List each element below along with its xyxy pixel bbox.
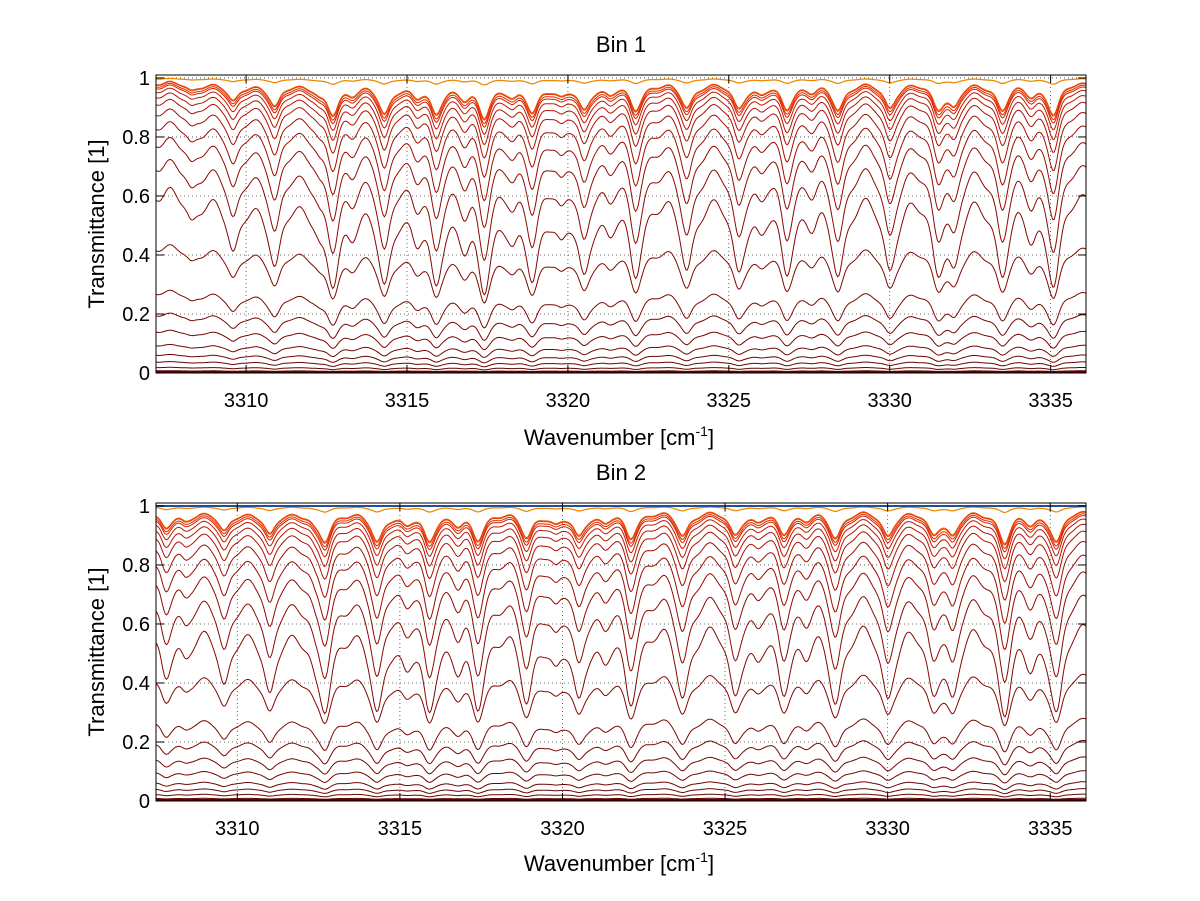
y-axis-label: Transmittance [1]: [84, 139, 109, 308]
transmittance-series-line: [155, 623, 1087, 718]
transmittance-series-line: [155, 289, 1087, 329]
transmittance-series-line: [155, 78, 1087, 86]
transmittance-series-line: [155, 571, 1087, 651]
x-tick-label: 3330: [865, 818, 910, 840]
transmittance-series-line: [155, 354, 1087, 364]
y-tick-label: 0.8: [122, 555, 150, 577]
y-tick-label: 0.4: [122, 673, 150, 695]
transmittance-series-line: [155, 793, 1087, 798]
plot-frame: [155, 74, 1087, 374]
x-tick-label: 3320: [540, 818, 585, 840]
transmittance-series-line: [155, 81, 1087, 121]
y-tick-label: 0: [139, 363, 150, 385]
transmittance-series-line: [155, 84, 1087, 128]
transmittance-series-line: [155, 717, 1087, 753]
tick-marks: 3310 3315 3320 3325 3330 3335 0 0.2 0.4 0.6 0.8 1: [122, 68, 1086, 412]
x-tick-label: 3310: [224, 390, 269, 412]
transmittance-series-line: [155, 756, 1087, 776]
transmittance-series-line: [155, 82, 1087, 125]
transmittance-series-line: [155, 312, 1087, 341]
transmittance-series-line: [155, 108, 1087, 178]
plot-frame: [155, 502, 1087, 802]
x-tick-label: 3315: [378, 818, 423, 840]
y-tick-label: 0.4: [122, 245, 150, 267]
transmittance-series-line: [155, 329, 1087, 351]
y-tick-label: 0.8: [122, 127, 150, 149]
transmittance-series-line: [155, 513, 1087, 550]
chart-panel-bin-1: Bin 1 Transmittance [1] Wavenumber [cm-1…: [84, 32, 1087, 450]
transmittance-series-line: [155, 523, 1087, 570]
x-tick-label: 3310: [215, 818, 260, 840]
x-axis-label: Wavenumber [cm-1]: [524, 423, 714, 450]
transmittance-series-line: [155, 361, 1087, 368]
transmittance-series-line: [155, 788, 1087, 795]
y-axis-label: Transmittance [1]: [84, 567, 109, 736]
tick-marks: 3310 3315 3320 3325 3330 3335 0 0.2 0.4 0.6 0.8 1: [122, 496, 1086, 840]
transmittance-series-line: [155, 344, 1087, 358]
y-tick-label: 0.6: [122, 186, 150, 208]
transmittance-series-line: [155, 554, 1087, 625]
x-tick-label: 3315: [385, 390, 430, 412]
transmittance-series-line: [155, 506, 1087, 514]
transmittance-series-line: [155, 244, 1087, 304]
transmittance-series-line: [155, 515, 1087, 553]
x-tick-label: 3325: [703, 818, 748, 840]
chart-title: Bin 1: [596, 32, 646, 57]
y-tick-label: 0: [139, 791, 150, 813]
transmittance-series-line: [155, 98, 1087, 159]
transmittance-series-line: [155, 511, 1087, 546]
transmittance-series-line: [155, 739, 1087, 766]
y-tick-label: 1: [139, 496, 150, 518]
transmittance-series-line: [155, 186, 1087, 296]
y-tick-label: 1: [139, 68, 150, 90]
x-axis-label: Wavenumber [cm-1]: [524, 849, 714, 876]
y-tick-label: 0.6: [122, 614, 150, 636]
transmittance-series-line: [155, 510, 1087, 545]
x-tick-label: 3325: [707, 390, 752, 412]
x-tick-label: 3335: [1028, 818, 1073, 840]
chart-panel-bin-2: Bin 2 Transmittance [1] Wavenumber [cm-1…: [84, 460, 1087, 876]
x-tick-label: 3330: [867, 390, 912, 412]
transmittance-series-line: [156, 366, 1086, 371]
x-tick-label: 3320: [546, 390, 591, 412]
chart-title: Bin 2: [596, 460, 646, 485]
transmittance-series-line: [155, 518, 1087, 560]
y-tick-label: 0.2: [122, 732, 150, 754]
transmittance-series-line: [155, 87, 1087, 135]
transmittance-series-line: [155, 158, 1087, 262]
transmittance-series-line: [155, 770, 1087, 784]
x-tick-label: 3335: [1028, 390, 1073, 412]
transmittance-series-line: [155, 540, 1087, 601]
transmittance-series-line: [155, 92, 1087, 146]
transmittance-series-line: [155, 121, 1087, 202]
transmittance-series-line: [155, 136, 1087, 229]
transmittance-series-line: [155, 594, 1087, 683]
series-lines: [155, 506, 1087, 801]
transmittance-series-line: [155, 530, 1087, 583]
transmittance-series-line: [155, 673, 1087, 727]
transmittance-series-line: [155, 781, 1087, 791]
grid-lines: [156, 75, 1086, 374]
y-tick-label: 0.2: [122, 304, 150, 326]
